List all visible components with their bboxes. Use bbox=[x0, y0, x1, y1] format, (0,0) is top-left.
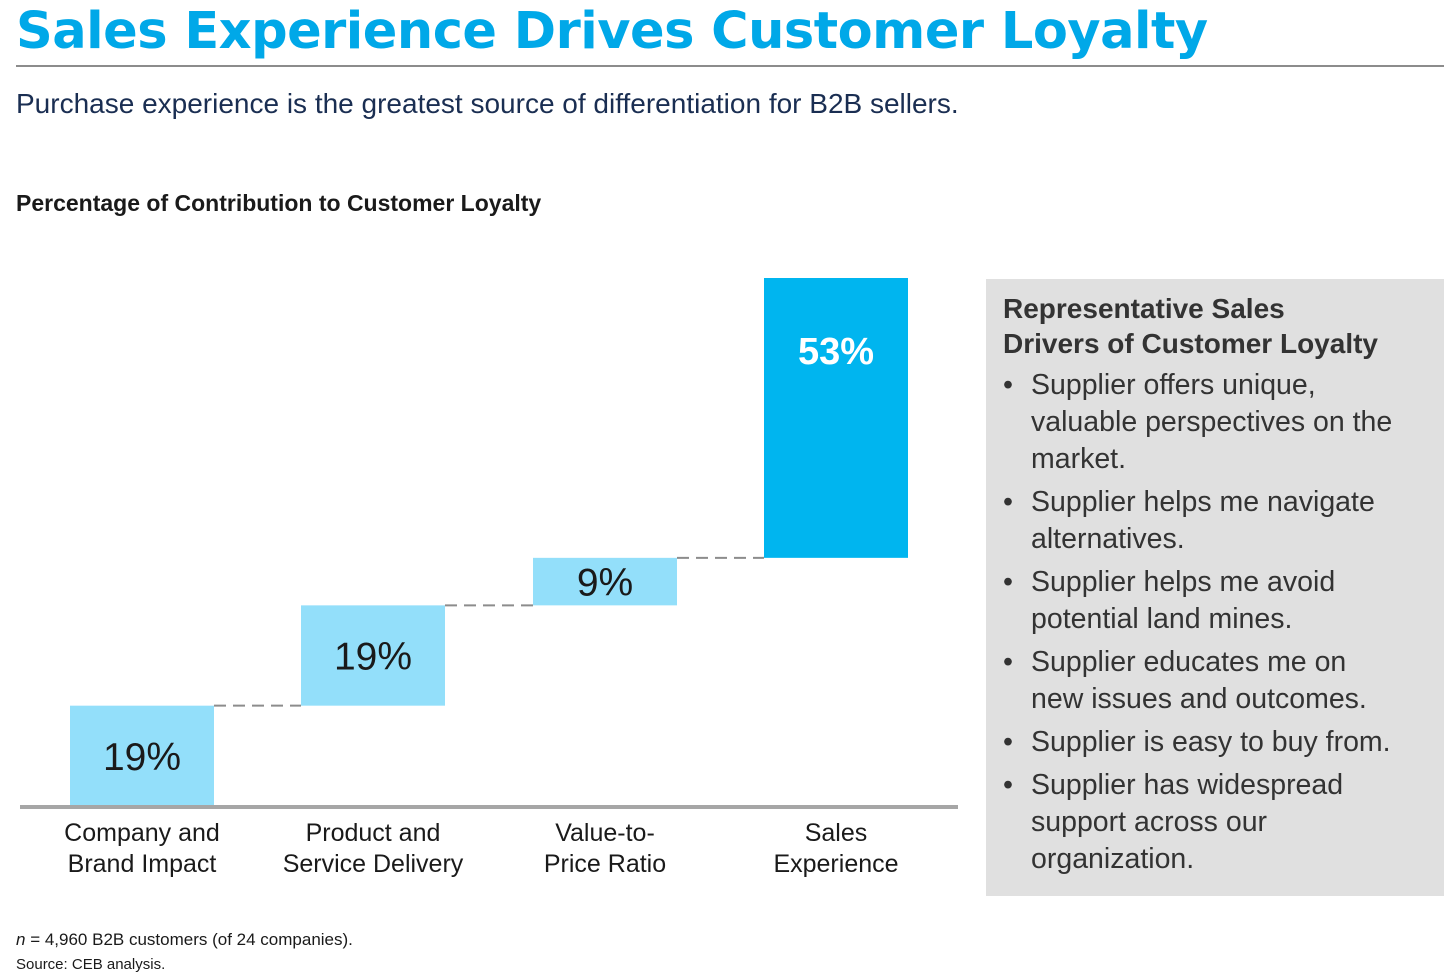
driver-item-line: alternatives. bbox=[1031, 523, 1185, 555]
page-subtitle: Purchase experience is the greatest sour… bbox=[16, 88, 959, 119]
category-label-line: Experience bbox=[773, 850, 899, 878]
bar-2 bbox=[533, 557, 677, 606]
drivers-heading-line: Drivers of Customer Loyalty bbox=[1003, 328, 1378, 359]
chart-title: Percentage of Contribution to Customer L… bbox=[16, 190, 542, 216]
category-label-line: Product and bbox=[305, 819, 441, 847]
driver-item: • Supplier educates me on new issues and o… bbox=[1003, 644, 1434, 718]
category-label-line: Price Ratio bbox=[543, 850, 667, 878]
category-label-line: Sales bbox=[804, 819, 868, 847]
driver-item-line: new issues and outcomes. bbox=[1031, 683, 1367, 715]
category-label: Company and Brand Impact bbox=[22, 818, 262, 880]
category-label: Sales Experience bbox=[716, 818, 956, 880]
driver-item-line: organization. bbox=[1031, 843, 1195, 875]
bullet-icon: • bbox=[1003, 646, 1013, 678]
bullet-icon: • bbox=[1003, 566, 1013, 598]
category-label-line: Brand Impact bbox=[67, 850, 217, 878]
driver-item: • Supplier is easy to buy from. bbox=[1003, 724, 1434, 761]
sample-size-text: = 4,960 B2B customers (of 24 companies). bbox=[25, 930, 353, 949]
page-title: Sales Experience Drives Customer Loyalty bbox=[16, 2, 1208, 61]
driver-item-line: Supplier is easy to buy from. bbox=[1031, 726, 1391, 758]
drivers-panel: Representative Sales Drivers of Customer… bbox=[986, 279, 1444, 896]
driver-item-line: Supplier helps me navigate bbox=[1031, 486, 1375, 518]
driver-item: • Supplier has widespread support across o… bbox=[1003, 767, 1434, 878]
bar-3 bbox=[764, 278, 908, 558]
driver-item-line: Supplier has widespread bbox=[1031, 769, 1344, 801]
drivers-list: • Supplier offers unique, valuable perspec… bbox=[1003, 367, 1434, 878]
bar-value-label: 19% bbox=[334, 636, 412, 679]
driver-item-line: support across our bbox=[1031, 806, 1268, 838]
category-label-line: Company and bbox=[64, 819, 220, 847]
source-note: Source: CEB analysis. bbox=[16, 956, 166, 973]
driver-item-line: Supplier offers unique, bbox=[1031, 369, 1316, 401]
n-symbol: n bbox=[16, 930, 26, 949]
driver-item-line: market. bbox=[1031, 443, 1127, 475]
waterfall-chart: 19% 19% 9% 53% bbox=[20, 278, 958, 809]
driver-item-line: potential land mines. bbox=[1031, 603, 1293, 635]
category-label: Product and Service Delivery bbox=[253, 818, 493, 880]
bullet-icon: • bbox=[1003, 369, 1013, 401]
driver-item: • Supplier helps me navigate alternatives. bbox=[1003, 484, 1434, 558]
bar-1 bbox=[301, 605, 445, 706]
bullet-icon: • bbox=[1003, 726, 1013, 758]
bar-0 bbox=[70, 705, 214, 806]
driver-item-line: Supplier helps me avoid bbox=[1031, 566, 1336, 598]
sample-size-note: n = 4,960 B2B customers (of 24 companies… bbox=[16, 930, 353, 950]
drivers-heading-line: Representative Sales bbox=[1003, 293, 1285, 324]
category-label: Value-to- Price Ratio bbox=[485, 818, 725, 880]
bar-value-label: 53% bbox=[798, 331, 874, 373]
driver-item-line: Supplier educates me on bbox=[1031, 646, 1347, 678]
title-divider bbox=[16, 65, 1444, 67]
bullet-icon: • bbox=[1003, 486, 1013, 518]
driver-item: • Supplier helps me avoid potential land m… bbox=[1003, 564, 1434, 638]
drivers-heading: Representative Sales Drivers of Customer… bbox=[1003, 291, 1434, 361]
driver-item: • Supplier offers unique, valuable perspec… bbox=[1003, 367, 1434, 478]
bar-value-label: 9% bbox=[577, 562, 633, 605]
bullet-icon: • bbox=[1003, 769, 1013, 801]
driver-item-line: valuable perspectives on the bbox=[1031, 406, 1393, 438]
bar-value-label: 19% bbox=[103, 736, 181, 779]
category-label-line: Service Delivery bbox=[282, 850, 464, 878]
category-label-line: Value-to- bbox=[555, 819, 655, 847]
